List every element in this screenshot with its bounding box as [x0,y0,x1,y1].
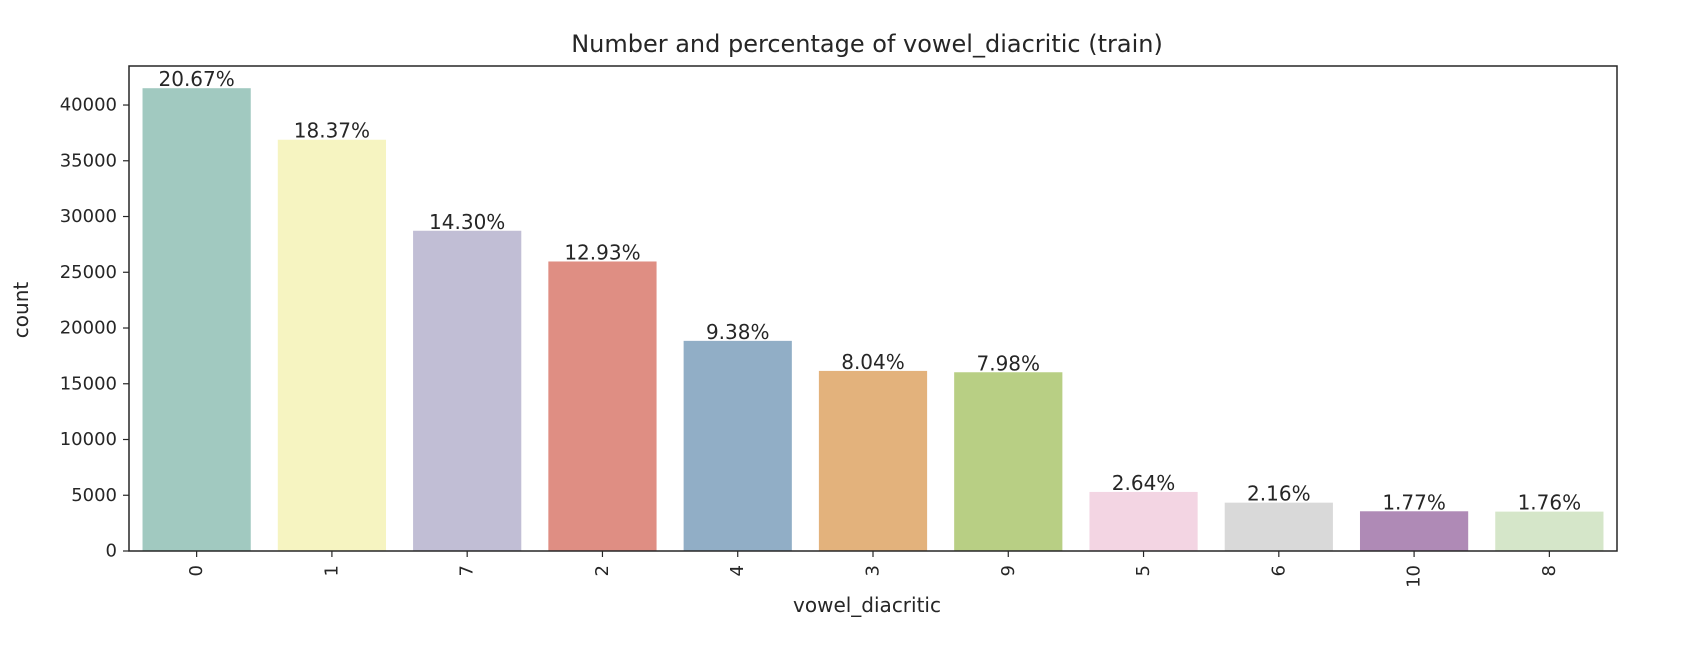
y-tick-label: 40000 [60,95,117,116]
x-tick-label: 9 [998,565,1019,576]
percent-labels-layer: 20.67% 18.37% 14.30% 12.93% 9.38% 8.04% 7.98% 2… [159,67,1582,514]
bar-5 [1089,491,1198,551]
y-tick-label: 35000 [60,150,117,171]
percent-label: 2.64% [1112,471,1176,495]
x-tick-label: 10 [1404,565,1425,588]
x-tick-label: 6 [1268,565,1289,576]
y-axis-label: count [9,282,33,339]
bar-2 [548,261,657,551]
x-tick-label: 0 [186,565,207,576]
y-tick-label: 25000 [60,262,117,283]
y-tick-label: 20000 [60,318,117,339]
y-tick-label: 10000 [60,429,117,450]
bar-7 [413,230,522,551]
percent-label: 1.77% [1382,490,1446,514]
x-tick-label: 8 [1539,565,1560,576]
bar-10 [1359,511,1469,551]
bar-4 [683,340,792,551]
percent-label: 20.67% [159,67,235,91]
x-axis-label: vowel_diacritic [793,593,941,617]
bar-8 [1495,511,1604,551]
ticks-layer: 0 1 7 2 4 3 9 5 6 10 8 0 5000 10000 15000 20000 25000 300… [60,95,1560,588]
percent-label: 7.98% [976,351,1040,375]
y-tick-label: 5000 [71,485,117,506]
percent-label: 18.37% [294,119,370,143]
percent-label: 9.38% [706,320,770,344]
y-tick-label: 0 [106,541,117,562]
percent-label: 2.16% [1247,482,1311,506]
x-tick-label: 2 [592,565,613,576]
percent-label: 12.93% [564,240,640,264]
y-tick-label: 30000 [60,206,117,227]
chart-title: Number and percentage of vowel_diacritic… [571,30,1163,58]
x-tick-label: 7 [457,565,478,576]
bar-3 [818,370,928,551]
x-tick-label: 4 [727,565,748,576]
bar-9 [954,372,1063,551]
percent-label: 1.76% [1518,491,1582,515]
percent-label: 14.30% [429,210,505,234]
bar-0 [142,88,251,551]
percent-label: 8.04% [841,350,905,374]
bar-1 [277,139,387,551]
bars-layer [142,88,1604,551]
x-tick-label: 5 [1133,565,1154,576]
x-tick-label: 3 [863,565,884,576]
x-tick-label: 1 [321,565,342,576]
plot-frame [128,65,1618,552]
bar-6 [1224,502,1333,551]
y-tick-label: 15000 [60,373,117,394]
